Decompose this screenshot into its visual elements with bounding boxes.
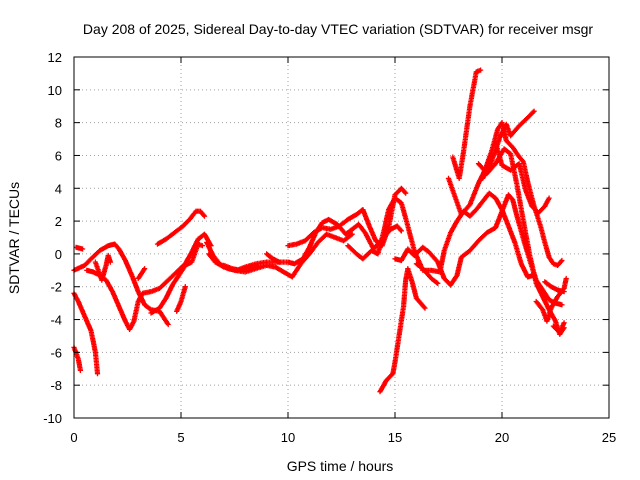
data-markers (542, 279, 567, 295)
y-axis-title: SDTVAR / TECUs (6, 182, 22, 294)
data-series-trace-20 (450, 67, 484, 181)
data-markers (475, 146, 567, 337)
x-tick-label: 5 (177, 430, 184, 445)
data-markers (221, 262, 261, 273)
y-tick-label: 10 (48, 83, 62, 98)
y-tick-label: -4 (50, 313, 62, 328)
x-tick-label: 25 (602, 430, 616, 445)
data-series-trace-27 (550, 320, 567, 336)
y-tick-label: -10 (43, 411, 62, 426)
data-markers (550, 320, 567, 336)
x-tick-label: 20 (495, 430, 509, 445)
x-tick-label: 0 (70, 430, 77, 445)
data-series-trace-23 (480, 108, 537, 181)
data-series-trace-14 (264, 251, 282, 265)
data-series-trace-1 (73, 244, 86, 252)
data-markers (413, 261, 441, 286)
data-series-trace-13 (221, 262, 261, 273)
data-markers (135, 266, 148, 282)
data-layer (71, 67, 569, 395)
plot-frame (73, 56, 610, 419)
data-series-trace-24 (475, 146, 567, 337)
data-series-trace-7 (135, 266, 148, 282)
data-markers (154, 208, 208, 247)
y-tick-label: 2 (55, 214, 62, 229)
data-markers (73, 244, 86, 252)
chart-title: Day 208 of 2025, Sidereal Day-to-day VTE… (83, 21, 593, 37)
data-markers (450, 67, 484, 181)
y-tick-label: 0 (55, 247, 62, 262)
data-series-trace-18 (377, 266, 428, 395)
tick-layer: 0 5 10 15 20 25 -10 -8 -6 -4 -2 0 2 4 6 8 10 12 (43, 50, 616, 445)
y-tick-label: 4 (55, 181, 62, 196)
data-markers (480, 108, 537, 181)
data-markers (174, 284, 188, 314)
data-markers (377, 266, 428, 395)
data-series-trace-9 (154, 208, 208, 247)
y-tick-label: -2 (50, 280, 62, 295)
y-tick-label: 12 (48, 50, 62, 65)
x-axis-title: GPS time / hours (287, 458, 394, 474)
data-markers (264, 251, 282, 265)
data-series-trace-8 (148, 241, 205, 316)
x-tick-label: 15 (388, 430, 402, 445)
data-series-trace-10 (174, 284, 188, 314)
data-markers (92, 252, 113, 283)
data-series-trace-6 (92, 252, 113, 283)
data-markers (148, 241, 205, 316)
y-tick-label: -6 (50, 345, 62, 360)
data-series-trace-26 (542, 279, 567, 295)
x-tick-label: 10 (281, 430, 295, 445)
y-tick-label: -8 (50, 378, 62, 393)
y-tick-label: 6 (55, 148, 62, 163)
y-tick-label: 8 (55, 116, 62, 131)
data-series-trace-19 (413, 261, 441, 286)
